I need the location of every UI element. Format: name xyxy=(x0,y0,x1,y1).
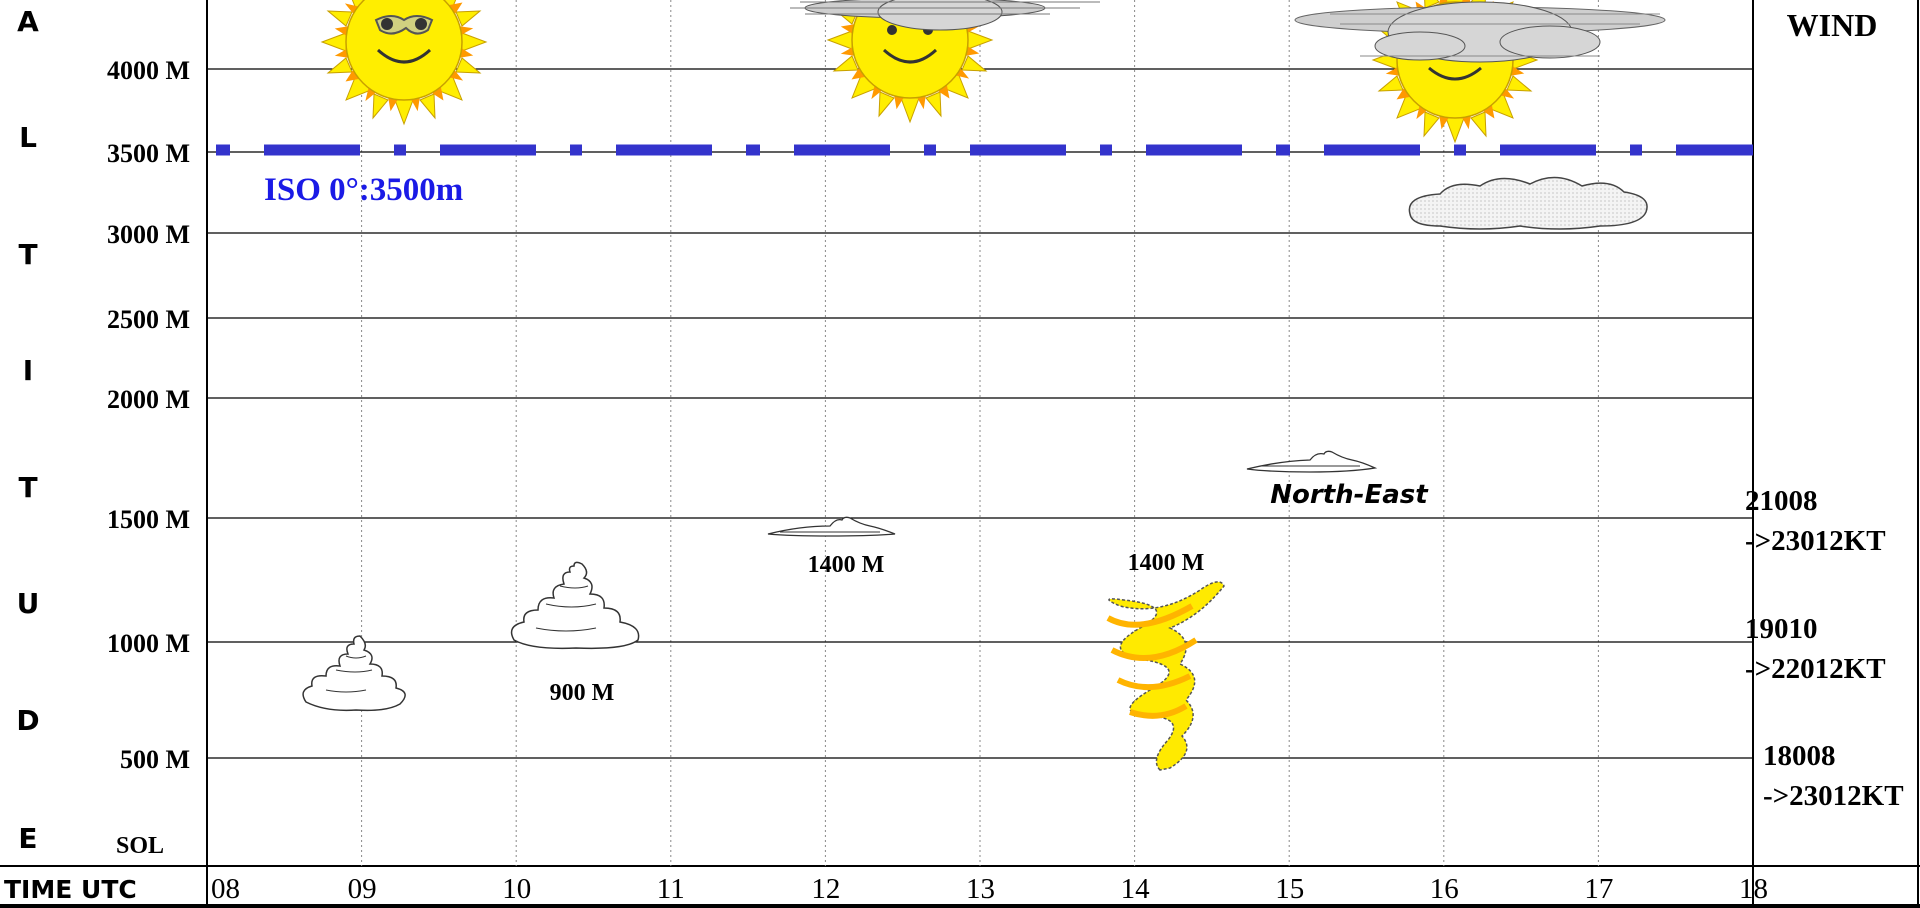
altitude-tick-label: 3500 M xyxy=(107,139,190,168)
dust-devil-icon xyxy=(1106,581,1225,771)
wind-entry: 18008 ->23012KT xyxy=(1763,740,1904,812)
altitude-tick-label: 500 M xyxy=(120,745,190,774)
altitude-tick-label: 2500 M xyxy=(107,305,190,334)
wind-entry: 19010 ->22012KT xyxy=(1745,613,1886,685)
iso-zero-label: ISO 0°:3500m xyxy=(264,172,463,208)
time-tick-labels: 08 09 10 11 12 13 14 15 16 17 18 xyxy=(211,873,1768,905)
overcast-cloud-12h xyxy=(790,0,1100,31)
wind-header: WIND xyxy=(1787,7,1878,43)
altitude-tick-label: 4000 M xyxy=(107,56,190,85)
time-gridlines xyxy=(361,0,1599,866)
time-tick-label: 10 xyxy=(502,873,531,905)
altitude-title-letter: L xyxy=(19,121,37,154)
wind-value-line1: 19010 xyxy=(1745,613,1818,645)
time-tick-label: 08 xyxy=(211,873,240,905)
altitude-title-letter: T xyxy=(18,471,37,504)
altitude-tick-label: 1000 M xyxy=(107,629,190,658)
time-tick-label: 15 xyxy=(1275,873,1304,905)
wind-value-line1: 21008 xyxy=(1745,485,1818,517)
altitude-title-letter: I xyxy=(23,354,33,387)
cumulus-cloud-icon xyxy=(510,561,640,650)
wind-entry: 21008 ->23012KT xyxy=(1745,485,1886,557)
ground-label: SOL xyxy=(116,833,164,859)
cloud-base-label-10h: 900 M xyxy=(550,680,615,706)
wind-value-line2: ->22012KT xyxy=(1745,653,1886,685)
sun-sunglasses-icon xyxy=(321,0,487,125)
time-tick-label: 12 xyxy=(811,873,840,905)
altitude-title-letter: E xyxy=(18,822,37,855)
lenticular-cloud-icon xyxy=(767,516,896,537)
altitude-labels: 4000 M 3500 M 3000 M 2500 M 2000 M 1500 M 1000… xyxy=(107,56,190,774)
lenticular-cloud-icon xyxy=(1246,450,1378,473)
time-tick-label: 14 xyxy=(1121,873,1151,905)
time-tick-label: 18 xyxy=(1739,873,1768,905)
wind-value-line1: 18008 xyxy=(1763,740,1836,772)
cumulus-cloud-icon xyxy=(302,635,406,712)
time-tick-label: 16 xyxy=(1430,873,1459,905)
wind-value-line2: ->23012KT xyxy=(1763,780,1904,812)
time-tick-label: 11 xyxy=(657,873,685,905)
altitude-title-letter: D xyxy=(16,704,39,737)
wind-direction-note: North-East xyxy=(1270,480,1429,510)
wind-value-line2: ->23012KT xyxy=(1745,525,1886,557)
altitude-tick-label: 1500 M xyxy=(107,505,190,534)
altitude-tick-label: 2000 M xyxy=(107,385,190,414)
altitude-vertical-title: A L T I T U D E xyxy=(16,5,39,855)
altitude-title-letter: U xyxy=(17,587,40,620)
cloud-base-label-14h: 1400 M xyxy=(1128,550,1205,576)
time-tick-label: 09 xyxy=(348,873,377,905)
cloud-base-label-12h: 1400 M xyxy=(808,552,885,578)
overcast-cloud-16h xyxy=(1294,1,1666,63)
time-tick-label: 17 xyxy=(1584,873,1613,905)
altitude-title-letter: T xyxy=(18,238,37,271)
altitude-tick-label: 3000 M xyxy=(107,220,190,249)
time-tick-label: 13 xyxy=(966,873,995,905)
time-axis-label: TIME UTC xyxy=(4,875,137,904)
altitude-title-letter: A xyxy=(17,5,39,38)
stratus-cloud-icon xyxy=(1408,176,1648,230)
